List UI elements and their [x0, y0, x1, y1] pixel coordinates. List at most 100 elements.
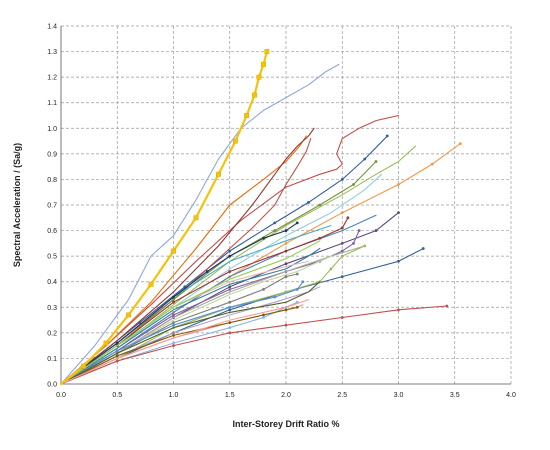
series-line — [60, 137, 312, 385]
data-point — [363, 244, 367, 248]
y-tick-label: 0.2 — [47, 330, 57, 337]
series-line — [60, 281, 321, 385]
y-tick-label: 0.5 — [47, 254, 57, 261]
data-point — [228, 321, 232, 325]
data-point — [445, 304, 449, 308]
series-line — [60, 114, 400, 385]
data-point — [172, 298, 175, 302]
y-tick-label: 0.4 — [47, 279, 57, 286]
data-point — [340, 178, 344, 181]
data-point — [352, 241, 355, 245]
y-tick-label: 0.3 — [47, 305, 57, 312]
data-point — [228, 300, 232, 304]
data-point — [421, 247, 425, 250]
x-tick-label: 0.0 — [56, 392, 66, 399]
y-tick-label: 1.0 — [47, 126, 57, 133]
data-point — [397, 259, 400, 263]
data-point — [458, 142, 462, 146]
series-26 — [60, 280, 305, 385]
series-1 — [59, 49, 270, 386]
data-point — [329, 267, 333, 271]
data-point — [273, 229, 277, 232]
data-point — [363, 157, 367, 161]
y-tick-label: 0.9 — [47, 151, 57, 158]
data-point — [171, 248, 176, 254]
y-tick-label: 0.8 — [47, 177, 57, 184]
y-tick-label: 1.4 — [47, 24, 57, 31]
data-point — [340, 226, 344, 230]
y-tick-label: 0.1 — [47, 356, 57, 363]
series-33 — [60, 299, 310, 385]
data-point — [172, 300, 175, 304]
x-tick-label: 1.0 — [169, 392, 179, 399]
data-point — [172, 295, 175, 299]
data-point — [385, 134, 389, 138]
data-point — [340, 241, 344, 245]
data-point — [262, 236, 265, 240]
series-line — [60, 240, 321, 385]
data-point — [228, 285, 232, 289]
data-point — [284, 308, 288, 312]
x-axis-title: Inter-Storey Drift Ratio % — [232, 419, 339, 429]
y-tick-label: 1.3 — [47, 49, 57, 56]
data-point — [228, 270, 232, 273]
series-22 — [60, 247, 321, 385]
x-tick-label: 2.5 — [337, 392, 347, 399]
series-6 — [60, 127, 315, 385]
data-point — [340, 211, 344, 215]
series-30 — [60, 305, 299, 385]
data-point — [301, 280, 305, 284]
y-tick-label: 1.1 — [47, 100, 57, 107]
series-line — [60, 63, 340, 385]
data-point — [172, 334, 175, 337]
data-point — [295, 305, 299, 309]
data-point — [252, 92, 257, 98]
data-point — [273, 221, 277, 225]
data-point — [205, 270, 209, 273]
data-point — [352, 183, 355, 186]
data-point — [172, 344, 175, 348]
data-point — [115, 349, 119, 353]
x-tick-label: 4.0 — [506, 392, 516, 399]
series-line — [60, 145, 416, 385]
series-line — [59, 50, 268, 386]
data-point — [172, 323, 175, 327]
data-point — [228, 326, 232, 330]
series-27 — [60, 281, 321, 385]
data-point — [318, 203, 322, 207]
data-point — [262, 316, 265, 319]
data-point — [244, 113, 250, 118]
data-point — [295, 221, 299, 225]
data-point — [284, 275, 288, 278]
data-point — [295, 272, 299, 276]
series-line — [60, 305, 448, 385]
data-point — [228, 305, 232, 309]
series-line — [60, 299, 310, 385]
data-point — [262, 287, 265, 291]
series-lines — [59, 49, 462, 386]
data-point — [228, 254, 232, 258]
y-axis-title: Spectral Acceleration / (Sa/g) — [12, 143, 22, 267]
data-point — [284, 229, 288, 232]
data-point — [228, 308, 232, 312]
data-point — [103, 340, 109, 346]
data-point — [430, 162, 434, 166]
series-line — [60, 247, 321, 385]
series-line — [60, 222, 298, 385]
data-point — [340, 249, 344, 253]
series-7 — [60, 137, 312, 385]
series-31 — [60, 304, 449, 385]
data-point — [126, 312, 131, 318]
data-point — [397, 211, 400, 215]
x-tick-label: 2.0 — [281, 392, 291, 399]
y-tick-label: 1.2 — [47, 75, 57, 82]
data-point — [346, 216, 350, 220]
series-line — [60, 135, 307, 385]
data-point — [264, 49, 270, 55]
series-3 — [60, 114, 400, 385]
series-line — [60, 127, 315, 385]
axes — [60, 26, 511, 385]
x-tick-label: 3.0 — [394, 392, 404, 399]
data-point — [256, 74, 262, 80]
data-point — [340, 254, 344, 258]
